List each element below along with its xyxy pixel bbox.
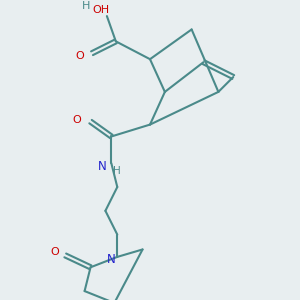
Text: N: N [98,160,107,173]
Text: O: O [50,248,59,257]
Text: OH: OH [92,5,110,15]
Text: O: O [76,51,85,61]
Text: H: H [82,1,90,11]
Text: N: N [107,254,116,266]
Text: H: H [113,166,121,176]
Text: O: O [73,115,82,125]
